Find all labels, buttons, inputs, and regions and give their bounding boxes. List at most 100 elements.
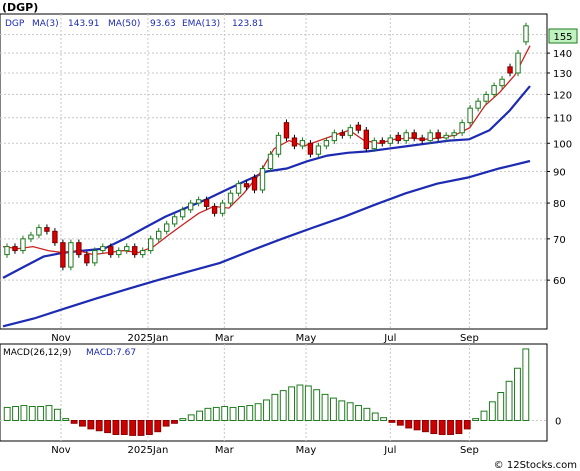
candle-up — [267, 153, 274, 170]
legend-ma50-value: 93.63 — [150, 19, 176, 29]
candle-up — [156, 230, 162, 240]
macd-bar-positive — [271, 393, 279, 421]
watermark: © 12Stocks.com — [494, 460, 577, 471]
legend-ma50-label: MA(50) — [108, 19, 140, 29]
macd-bar-positive — [522, 348, 530, 421]
candle-up — [259, 168, 266, 191]
macd-bar-positive — [371, 412, 379, 421]
candle-up — [171, 216, 178, 225]
macd-bar-negative — [104, 419, 111, 434]
macd-bar-positive — [313, 389, 321, 421]
candle-up — [403, 132, 409, 142]
macd-bar-positive — [37, 405, 45, 421]
price-y-tick-label: 90 — [553, 168, 566, 179]
macd-bar-positive — [187, 414, 195, 421]
macd-bar-positive — [196, 410, 204, 421]
price-y-tick-label: 130 — [553, 69, 572, 80]
macd-x-tick-label: Sep — [460, 445, 479, 456]
price-x-tick-label: Mar — [215, 333, 235, 344]
price-y-ticks: 60 70 80 90 100 110 120 130 140 — [547, 49, 572, 287]
candle-down — [84, 254, 90, 264]
price-y-tick-label: 140 — [553, 49, 572, 60]
last-price-label: 155 — [553, 32, 572, 43]
macd-bar-positive — [45, 405, 53, 421]
macd-y-tick-label: 0 — [555, 416, 561, 427]
candle-down — [76, 242, 82, 256]
legend-ticker: DGP — [5, 19, 25, 29]
macd-bar-negative — [112, 419, 120, 435]
series-line-ema13 — [2, 85, 531, 279]
moving-average-lines — [2, 45, 531, 328]
macd-bar-positive — [338, 400, 346, 421]
candle-down — [339, 132, 346, 136]
candle-up — [100, 246, 106, 252]
macd-bar-positive — [505, 380, 513, 421]
candle-up — [347, 127, 354, 136]
candle-down — [363, 129, 370, 150]
price-x-tick-label: Sep — [460, 333, 479, 344]
candle-up — [331, 132, 338, 142]
candle-down — [12, 246, 18, 252]
macd-bar-positive — [288, 386, 296, 421]
macd-bar-negative — [463, 419, 471, 430]
macd-bar-positive — [346, 402, 354, 421]
candle-up — [28, 234, 34, 240]
candle-down — [379, 140, 385, 144]
candle-down — [419, 137, 425, 142]
macd-bar-negative — [145, 419, 153, 435]
macd-bar-positive — [229, 406, 237, 421]
macd-x-ticks: Nov 2025Jan Mar May Jul Sep — [51, 445, 479, 456]
candle-down — [44, 227, 50, 232]
macd-bar-negative — [405, 419, 413, 429]
macd-y-ticks: 0 — [555, 416, 561, 427]
candle-up — [124, 246, 130, 252]
macd-bar-positive — [497, 392, 505, 421]
macd-bar-negative — [120, 419, 128, 435]
macd-legend-label: MACD(26,12,9) — [3, 348, 71, 358]
legend-ema13-label: EMA(13) — [182, 19, 220, 29]
macd-bar-positive — [204, 407, 212, 421]
candle-up — [179, 209, 186, 218]
price-x-ticks: Nov 2025Jan Mar May Jul Sep — [51, 333, 479, 344]
macd-bar-negative — [422, 419, 429, 433]
macd-bar-negative — [154, 419, 162, 433]
macd-bar-negative — [95, 419, 103, 432]
candle-up — [515, 52, 521, 74]
candle-up — [187, 202, 194, 211]
price-y-tick-label: 120 — [553, 90, 572, 101]
price-x-tick-label: May — [296, 333, 317, 344]
macd-bar-positive — [355, 405, 362, 421]
macd-bar-positive — [3, 406, 11, 421]
candle-up — [68, 242, 74, 268]
candle-down — [507, 66, 513, 74]
macd-bar-positive — [488, 401, 496, 421]
candle-up — [163, 223, 170, 232]
series-line-ma3 — [2, 45, 531, 256]
macd-bar-positive — [480, 410, 488, 421]
candle-down — [411, 132, 417, 139]
macd-legend-value: MACD:7.67 — [86, 348, 136, 358]
candle-down — [108, 246, 114, 256]
macd-bar-positive — [472, 418, 480, 421]
candle-up — [315, 145, 322, 155]
price-y-tick-label: 110 — [553, 114, 572, 125]
price-x-tick-label: Jul — [383, 333, 396, 344]
price-gridlines — [0, 14, 547, 329]
candle-up — [491, 85, 497, 95]
macd-bar-negative — [430, 419, 438, 435]
macd-bar-positive — [12, 405, 19, 421]
macd-bar-positive — [53, 408, 61, 421]
macd-bar-negative — [455, 419, 463, 435]
macd-bar-positive — [212, 406, 220, 421]
candle-down — [203, 199, 210, 207]
candle-down — [291, 137, 298, 147]
candle-down — [60, 242, 66, 268]
candle-down — [435, 132, 441, 139]
macd-bar-positive — [237, 405, 245, 421]
macd-bar-positive — [28, 405, 36, 421]
candle-down — [395, 134, 401, 142]
macd-bar-positive — [254, 403, 262, 421]
candle-up — [92, 250, 98, 264]
macd-bar-positive — [221, 405, 229, 421]
